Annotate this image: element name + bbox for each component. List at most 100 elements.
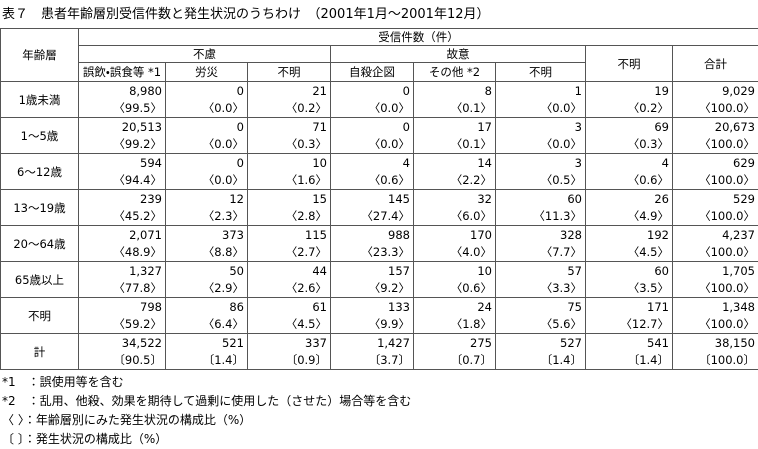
data-cell: 1〈0.0〉: [496, 82, 586, 118]
count: 0: [169, 119, 244, 136]
count: 0: [334, 83, 410, 100]
data-cell: 71〈0.3〉: [248, 118, 331, 154]
count: 0: [334, 119, 410, 136]
data-cell: 57〈3.3〉: [496, 262, 586, 298]
count: 239: [82, 191, 162, 208]
count: 61: [251, 299, 327, 316]
header-cell: 不明: [248, 63, 331, 82]
header-cell: 不慮: [79, 46, 331, 63]
share: 〈0.2〉: [251, 100, 327, 117]
data-cell: 170〈4.0〉: [414, 226, 496, 262]
data-cell: 4,237〈100.0〉: [673, 226, 758, 262]
data-cell: 527〔1.4〕: [496, 334, 586, 370]
count: 26: [589, 191, 669, 208]
share: 〈2.9〉: [169, 280, 244, 297]
note: 〈 〉：年齢層別にみた発生状況の構成比（%）: [2, 411, 411, 430]
share: 〈0.5〉: [499, 172, 582, 189]
share: 〈0.6〉: [589, 172, 669, 189]
data-cell: 20,513〈99.2〉: [79, 118, 166, 154]
count: 594: [82, 155, 162, 172]
share: 〈3.3〉: [499, 280, 582, 297]
count: 2,071: [82, 227, 162, 244]
count: 38,150: [676, 335, 755, 352]
share: 〈0.3〉: [251, 136, 327, 153]
count: 1,327: [82, 263, 162, 280]
share: 〈12.7〉: [589, 316, 669, 333]
share: 〈48.9〉: [82, 244, 162, 261]
data-cell: 9,029〈100.0〉: [673, 82, 758, 118]
count: 529: [676, 191, 755, 208]
count: 69: [589, 119, 669, 136]
data-cell: 60〈11.3〉: [496, 190, 586, 226]
share: 〈100.0〉: [676, 172, 755, 189]
data-cell: 8〈0.1〉: [414, 82, 496, 118]
share: 〈9.9〉: [334, 316, 410, 333]
data-cell: 86〈6.4〉: [166, 298, 248, 334]
header-cell: 自殺企図: [331, 63, 414, 82]
share: 〈6.4〉: [169, 316, 244, 333]
data-cell: 594〈94.4〉: [79, 154, 166, 190]
count: 133: [334, 299, 410, 316]
note: *1 ：誤使用等を含む: [2, 373, 411, 392]
share: 〈0.3〉: [589, 136, 669, 153]
data-cell: 21〈0.2〉: [248, 82, 331, 118]
share: 〈100.0〉: [676, 136, 755, 153]
data-cell: 1,327〈77.8〉: [79, 262, 166, 298]
count: 629: [676, 155, 755, 172]
count: 20,673: [676, 119, 755, 136]
data-cell: 8,980〈99.5〉: [79, 82, 166, 118]
data-cell: 373〈8.8〉: [166, 226, 248, 262]
share: 〈0.6〉: [417, 280, 492, 297]
data-cell: 1,705〈100.0〉: [673, 262, 758, 298]
data-cell: 3〈0.0〉: [496, 118, 586, 154]
header-cell: 合計: [673, 46, 758, 82]
share: 〈9.2〉: [334, 280, 410, 297]
share: 〈4.5〉: [251, 316, 327, 333]
count: 50: [169, 263, 244, 280]
share: 〈0.6〉: [334, 172, 410, 189]
count: 115: [251, 227, 327, 244]
header-cell: 不明: [496, 63, 586, 82]
header-cell: 受信件数（件）: [79, 29, 758, 46]
count: 15: [251, 191, 327, 208]
count: 1: [499, 83, 582, 100]
share: 〈4.0〉: [417, 244, 492, 261]
share: 〈99.2〉: [82, 136, 162, 153]
count: 4,237: [676, 227, 755, 244]
count: 373: [169, 227, 244, 244]
data-cell: 60〈3.5〉: [586, 262, 673, 298]
count: 541: [589, 335, 669, 352]
count: 60: [589, 263, 669, 280]
count: 24: [417, 299, 492, 316]
share: 〈4.9〉: [589, 208, 669, 225]
data-cell: 328〈7.7〉: [496, 226, 586, 262]
age-cell: 65歳以上: [1, 262, 79, 298]
data-cell: 0〈0.0〉: [166, 154, 248, 190]
count: 988: [334, 227, 410, 244]
header-cell: 不明: [586, 46, 673, 82]
share: 〈0.0〉: [499, 136, 582, 153]
count: 57: [499, 263, 582, 280]
count: 17: [417, 119, 492, 136]
age-cell: 1歳未満: [1, 82, 79, 118]
count: 1,705: [676, 263, 755, 280]
count: 275: [417, 335, 492, 352]
share: 〔90.5〕: [82, 352, 162, 369]
age-cell: 不明: [1, 298, 79, 334]
count: 1,348: [676, 299, 755, 316]
data-cell: 0〈0.0〉: [331, 82, 414, 118]
data-cell: 145〈27.4〉: [331, 190, 414, 226]
share: 〈7.7〉: [499, 244, 582, 261]
count: 10: [417, 263, 492, 280]
count: 170: [417, 227, 492, 244]
header-cell: 労災: [166, 63, 248, 82]
data-cell: 115〈2.7〉: [248, 226, 331, 262]
data-cell: 239〈45.2〉: [79, 190, 166, 226]
count: 171: [589, 299, 669, 316]
data-cell: 157〈9.2〉: [331, 262, 414, 298]
count: 44: [251, 263, 327, 280]
count: 86: [169, 299, 244, 316]
